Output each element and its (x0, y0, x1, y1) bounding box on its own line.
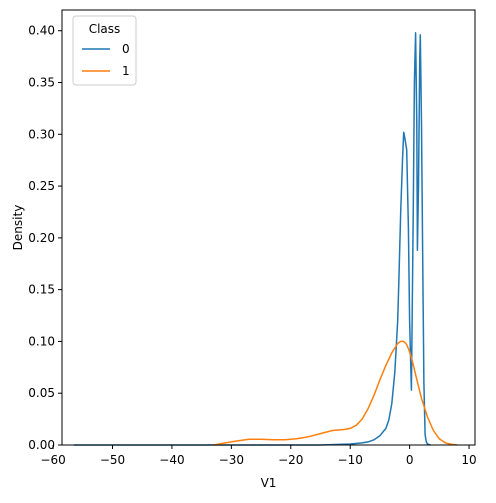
x-tick-label: −30 (219, 453, 244, 467)
legend-entries: 01 (82, 42, 130, 78)
y-tick-label: 0.40 (28, 24, 55, 38)
plot-frame (61, 9, 476, 446)
series-line-1 (213, 340, 458, 446)
y-tick-label: 0.10 (28, 334, 55, 348)
x-tick-label: −10 (338, 453, 363, 467)
y-tick-label: 0.35 (28, 76, 55, 90)
x-tick-label: 0 (406, 453, 414, 467)
y-axis-label: Density (11, 205, 25, 251)
legend-title: Class (89, 22, 121, 36)
legend: Class 01 (72, 15, 137, 86)
x-tick-label: −20 (278, 453, 303, 467)
y-tick-label: 0.15 (28, 283, 55, 297)
y-tick-label: 0.30 (28, 127, 55, 141)
series-layer (73, 32, 458, 446)
legend-label-0: 0 (122, 42, 130, 56)
legend-frame (72, 15, 137, 86)
x-tick-label: −40 (159, 453, 184, 467)
y-tick-label: 0.05 (28, 386, 55, 400)
x-tick-label: −50 (100, 453, 125, 467)
axes-layer: −60 −50 −40 −30 −20 −10 0 100.000.050.100.150.2… (28, 24, 476, 467)
x-axis-label: V1 (261, 476, 277, 490)
y-tick-label: 0.20 (28, 231, 55, 245)
legend-label-1: 1 (122, 64, 130, 78)
y-tick-label: 0.25 (28, 179, 55, 193)
x-tick-label: −60 (40, 453, 65, 467)
x-tick-label: 10 (461, 453, 476, 467)
series-line-0 (73, 32, 431, 446)
y-tick-label: 0.00 (28, 438, 55, 452)
